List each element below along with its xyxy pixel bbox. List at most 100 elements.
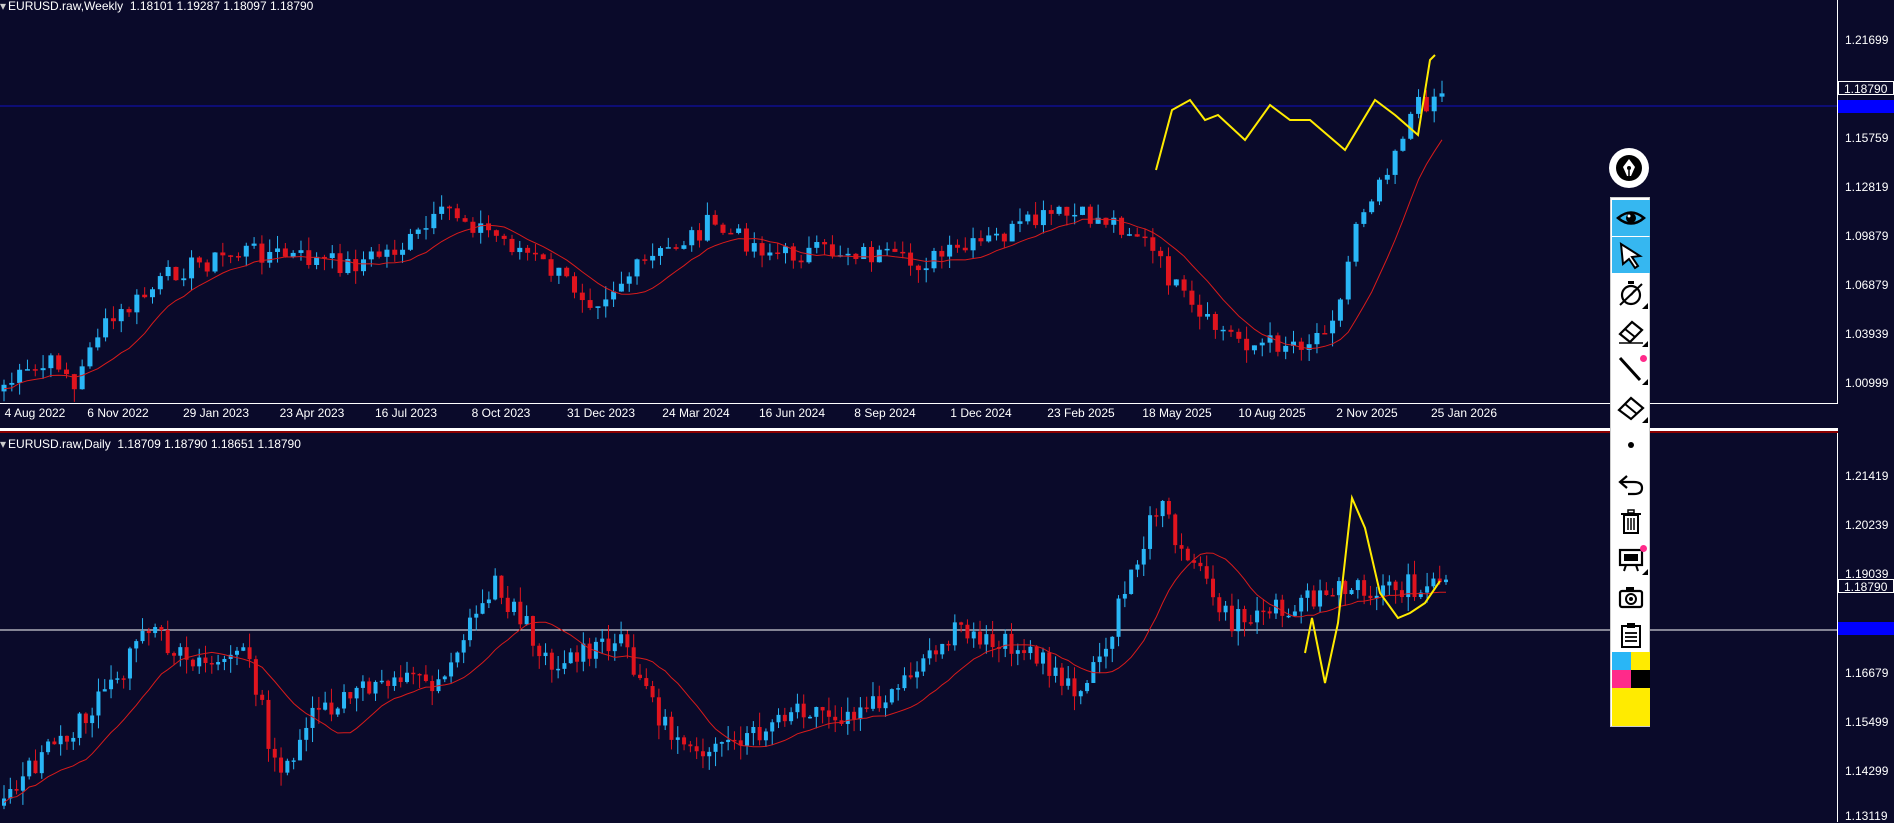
candle-body — [360, 681, 365, 688]
weekly-date-label: 1 Dec 2024 — [950, 406, 1012, 420]
candle-body — [1412, 574, 1417, 598]
candle-body — [222, 658, 227, 663]
stopwatch-icon[interactable] — [1612, 275, 1650, 311]
candle-body — [165, 630, 170, 654]
candle-body — [1179, 545, 1184, 549]
weekly-chart-panel[interactable]: ▾ EURUSD.raw,Weekly 1.18101 1.19287 1.180… — [0, 0, 1894, 430]
candle-body — [864, 707, 869, 709]
undo-icon[interactable] — [1612, 465, 1650, 501]
candle-body — [1431, 578, 1436, 587]
line-icon[interactable] — [1612, 351, 1650, 387]
color-swatch-yellow[interactable] — [1631, 652, 1650, 670]
candle-body — [190, 659, 195, 667]
candle-body — [1322, 332, 1328, 335]
candle-body — [751, 243, 757, 252]
candle-body — [1220, 329, 1226, 332]
trash-icon[interactable] — [1612, 503, 1650, 539]
chart-menu-icon: ▾ — [0, 437, 7, 451]
candle-body — [1009, 633, 1014, 654]
candle-body — [173, 266, 179, 281]
candle-body — [220, 252, 226, 256]
weekly-date-label: 8 Sep 2024 — [854, 406, 916, 420]
screen-icon[interactable] — [1612, 541, 1650, 577]
candle-body — [1103, 648, 1108, 657]
weekly-date-label: 4 Aug 2022 — [4, 406, 66, 420]
weekly-date-label: 16 Jun 2024 — [758, 406, 826, 420]
candle-body — [398, 677, 403, 683]
candle-body — [486, 599, 491, 604]
weekly-date-label: 18 May 2025 — [1142, 406, 1212, 420]
candle-body — [71, 737, 76, 742]
candle-body — [212, 252, 218, 272]
candle-body — [1087, 206, 1093, 224]
candle-body — [1078, 691, 1083, 697]
candle-body — [1135, 564, 1140, 570]
candle-body — [1381, 585, 1386, 596]
candle-body — [965, 624, 970, 639]
camera-icon[interactable] — [1612, 579, 1650, 615]
candle-body — [767, 252, 773, 256]
candle-body — [806, 247, 812, 263]
candle-body — [1072, 678, 1077, 697]
weekly-time-axis-border — [0, 403, 1838, 404]
eye-icon[interactable] — [1612, 200, 1650, 236]
candle-body — [990, 634, 995, 648]
candle-body — [1192, 560, 1197, 563]
eraser-icon[interactable] — [1612, 313, 1650, 349]
candle-body — [1166, 500, 1171, 515]
candle-body — [954, 244, 960, 248]
weekly-date-label: 2 Nov 2025 — [1336, 406, 1398, 420]
candle-body — [593, 641, 598, 659]
candle-body — [204, 262, 210, 272]
candle-body — [915, 671, 920, 678]
candle-body — [228, 255, 234, 257]
candle-body — [1439, 93, 1445, 97]
daily-chart-canvas[interactable] — [0, 433, 1837, 822]
candle-body — [1134, 234, 1140, 237]
daily-price-label: 1.19039 — [1845, 567, 1889, 581]
candle-body — [556, 267, 562, 276]
cursor-icon[interactable] — [1612, 237, 1650, 273]
color-swatch-pink[interactable] — [1612, 670, 1631, 688]
candle-body — [83, 713, 88, 724]
candle-body — [1292, 611, 1297, 616]
candle-body — [532, 252, 538, 255]
candle-body — [1142, 236, 1148, 239]
moving-average-line — [3, 552, 1446, 803]
candle-body — [486, 223, 492, 231]
candle-body — [33, 760, 38, 774]
candle-body — [184, 647, 189, 660]
current-color-swatch[interactable] — [1612, 688, 1650, 726]
candle-body — [423, 674, 428, 681]
candle-body — [579, 292, 585, 301]
candle-body — [1369, 201, 1375, 213]
candle-body — [798, 260, 804, 263]
weekly-chart-canvas[interactable] — [0, 0, 1837, 403]
candle-body — [216, 662, 221, 665]
candle-body — [669, 716, 674, 740]
panel-separator[interactable] — [0, 428, 1838, 431]
candle-body — [681, 245, 687, 249]
candle-body — [634, 259, 640, 277]
candle-body — [411, 672, 416, 675]
candle-body — [266, 699, 271, 749]
candle-body — [940, 643, 945, 655]
candle-body — [884, 248, 890, 251]
rubber-icon[interactable] — [1612, 389, 1650, 425]
candle-body — [1361, 212, 1367, 224]
pen-logo-icon[interactable] — [1609, 148, 1649, 188]
color-swatch-blue[interactable] — [1612, 652, 1631, 670]
candle-body — [189, 257, 195, 279]
candle-body — [908, 252, 914, 266]
candle-body — [625, 634, 630, 648]
candle-body — [1204, 566, 1209, 579]
candle-body — [64, 369, 70, 375]
color-swatch-black[interactable] — [1631, 670, 1650, 688]
candle-body — [1228, 329, 1234, 332]
candle-body — [1393, 581, 1398, 591]
dot-icon[interactable] — [1612, 427, 1650, 463]
daily-chart-panel[interactable]: ▾ EURUSD.raw,Daily 1.18709 1.18790 1.1865… — [0, 433, 1894, 823]
candle-body — [8, 789, 13, 799]
candle-body — [127, 648, 132, 679]
clipboard-icon[interactable] — [1612, 617, 1650, 653]
